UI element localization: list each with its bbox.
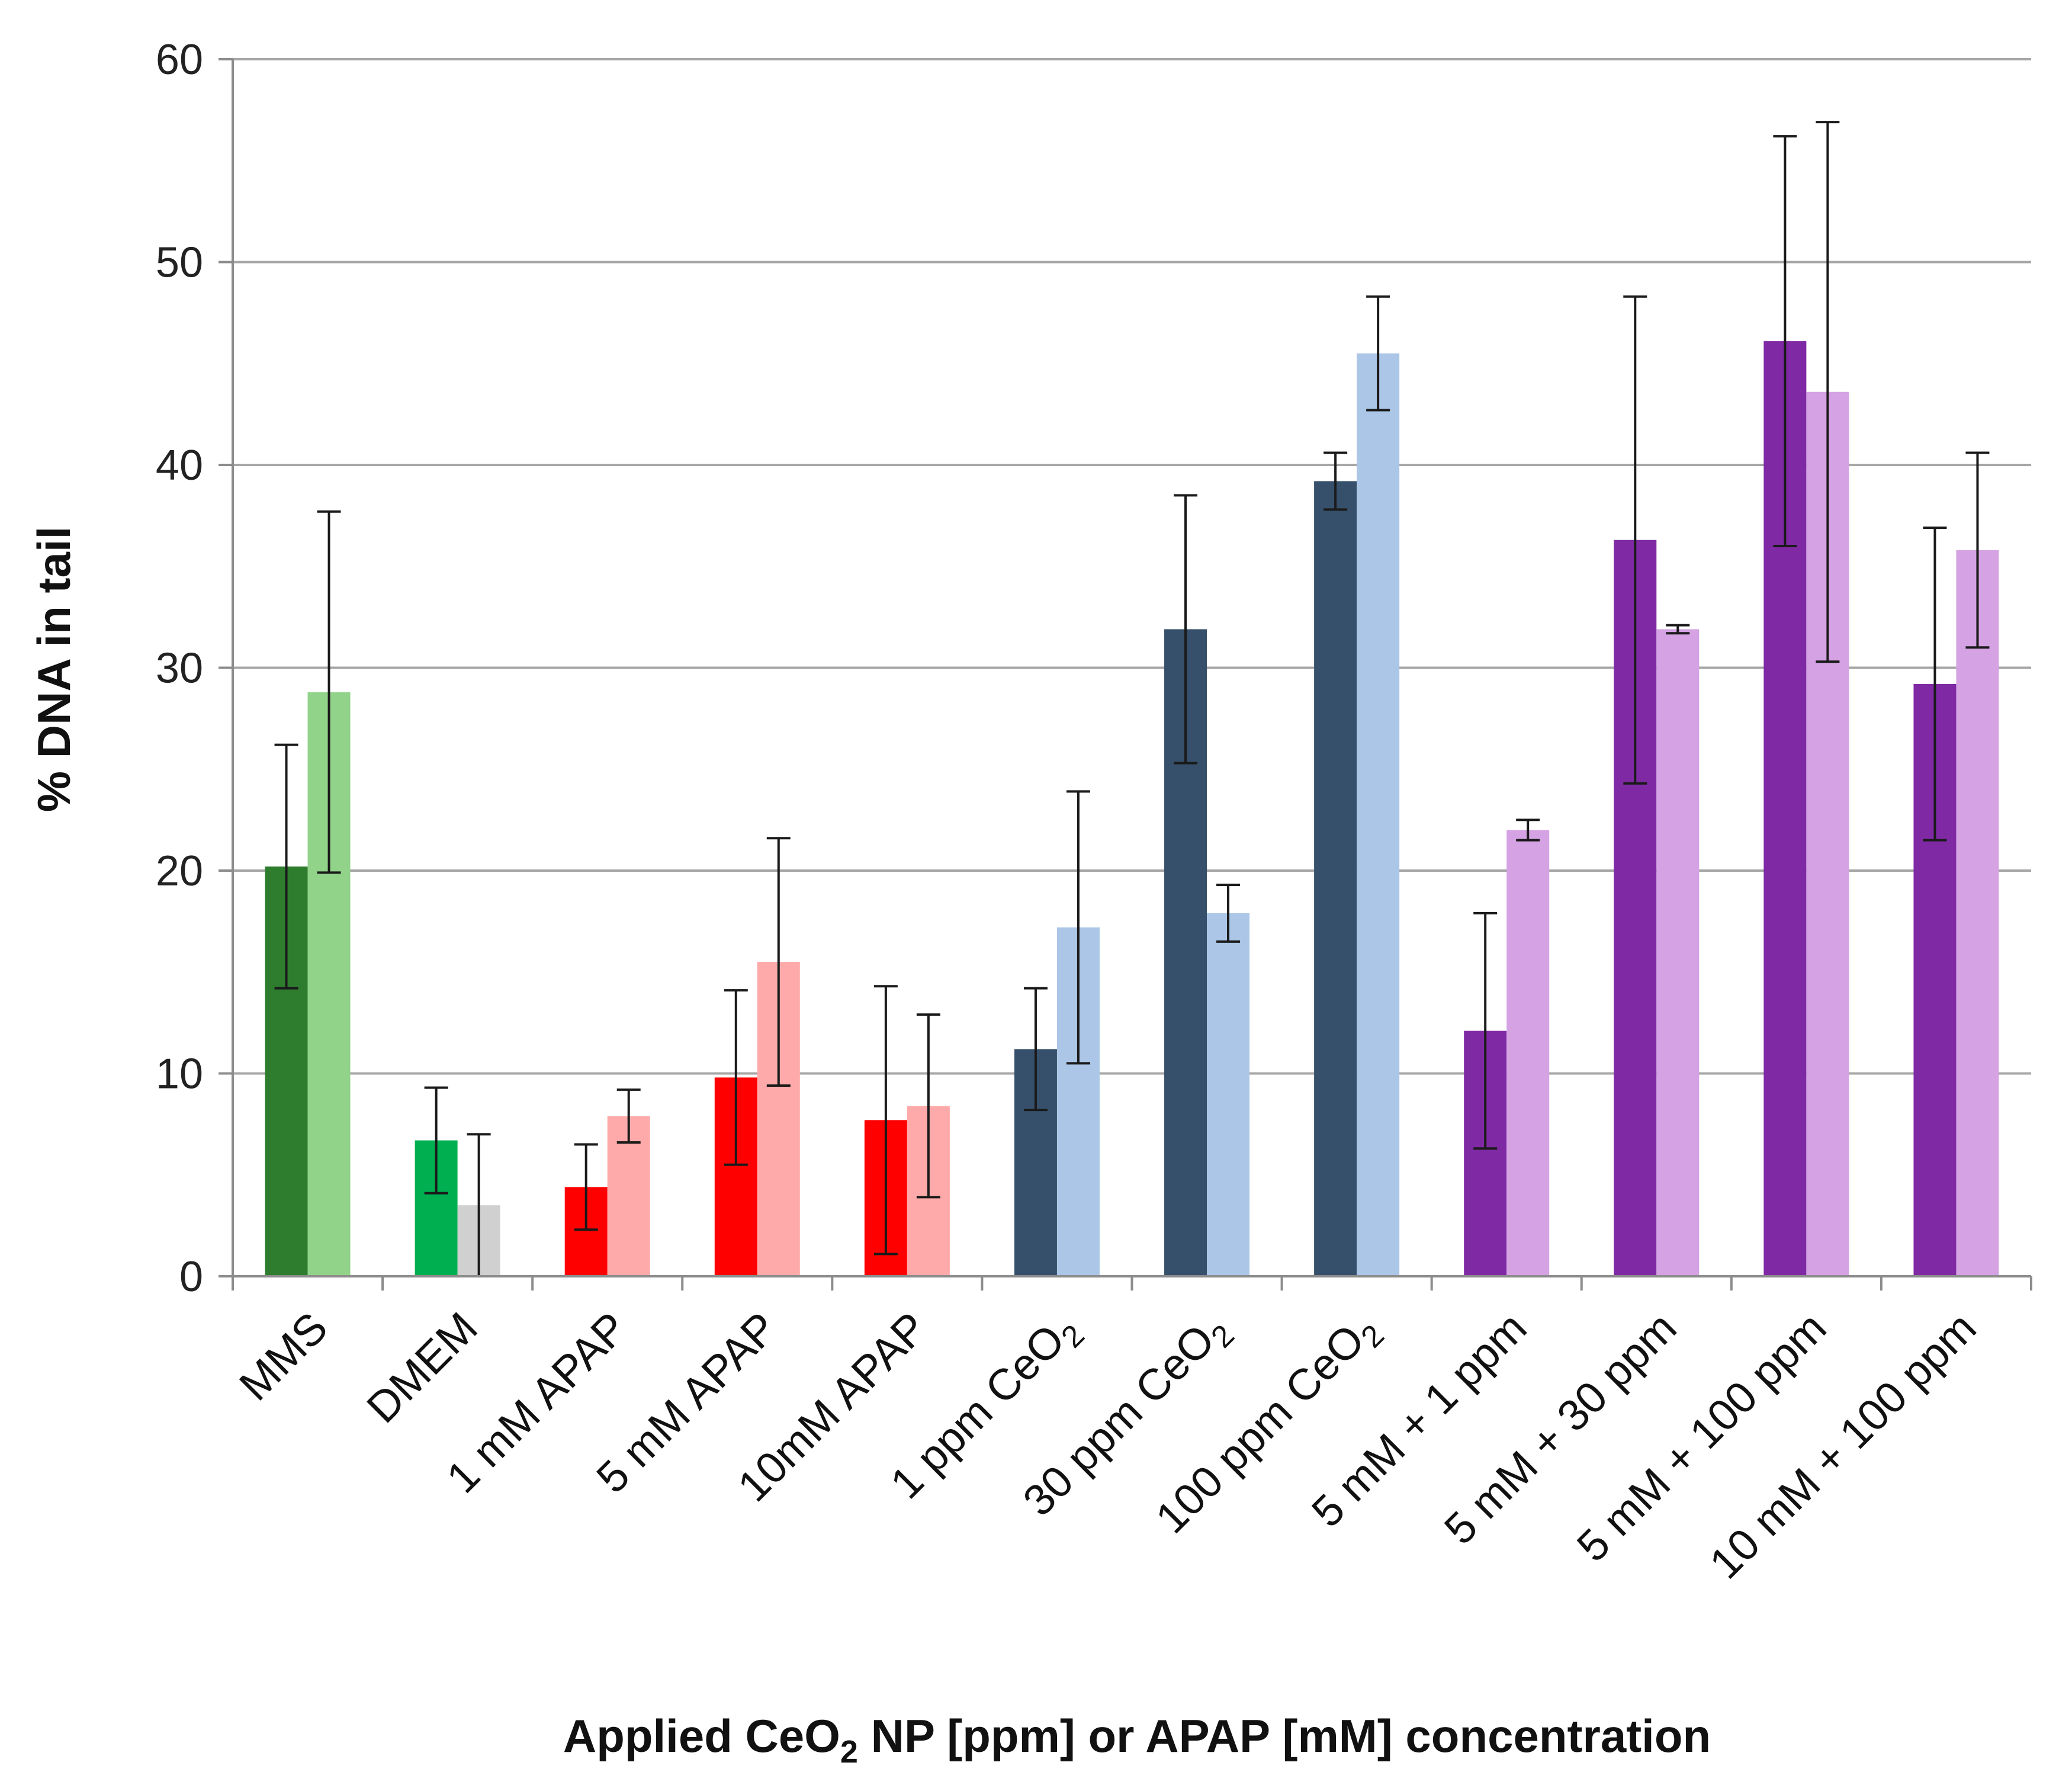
- x-axis-title-subscript: 2: [840, 1734, 858, 1770]
- error-bar-series2-cat4: [766, 837, 791, 1087]
- error-bar-series1-cat12: [1923, 527, 1947, 842]
- error-bar-series1-cat4: [724, 989, 748, 1166]
- error-bar-series2-cat5: [916, 1013, 940, 1199]
- error-bar-series2-cat10: [1666, 624, 1690, 635]
- bar-series2-cat10: [1656, 629, 1700, 1276]
- y-tick-label-20: 20: [156, 848, 203, 895]
- bar-series2-cat8: [1357, 353, 1400, 1276]
- y-tick-label-60: 60: [156, 36, 203, 84]
- category-label-11: 5 mM + 100 ppm: [1567, 1303, 1836, 1571]
- error-bar-series1-cat10: [1623, 295, 1647, 785]
- axes: [219, 58, 2032, 1291]
- y-tick-label-10: 10: [156, 1051, 203, 1098]
- error-bar-series1-cat5: [873, 985, 898, 1256]
- gridlines: [233, 58, 2031, 1075]
- bars: [265, 341, 1999, 1277]
- error-bar-series2-cat7: [1216, 883, 1241, 943]
- error-bar-series2-cat6: [1066, 790, 1090, 1065]
- error-bar-series2-cat12: [1965, 451, 1990, 649]
- error-bar-series2-cat3: [616, 1088, 641, 1144]
- bar-series1-cat8: [1314, 481, 1357, 1276]
- y-tick-label-30: 30: [156, 645, 203, 692]
- error-bar-series1-cat8: [1323, 451, 1348, 511]
- error-bars: [274, 121, 1990, 1277]
- error-bar-series2-cat9: [1516, 818, 1540, 842]
- error-bar-series2-cat8: [1366, 295, 1390, 412]
- error-bar-series2-cat1: [317, 510, 341, 874]
- y-tick-label-50: 50: [156, 239, 203, 287]
- error-bar-series2-cat11: [1816, 121, 1840, 663]
- category-label-2: DMEM: [357, 1303, 487, 1433]
- error-bar-series1-cat3: [574, 1143, 598, 1231]
- error-bar-series1-cat11: [1773, 135, 1797, 547]
- error-bar-series1-cat6: [1023, 987, 1048, 1112]
- error-bar-series1-cat9: [1473, 911, 1498, 1150]
- error-bar-series1-cat1: [274, 743, 298, 990]
- error-bar-series1-cat2: [424, 1086, 448, 1195]
- x-axis-title-prefix: Applied CeO: [563, 1710, 840, 1762]
- y-axis-title: % DNA in tail: [28, 527, 80, 812]
- category-label-1: MMS: [230, 1303, 337, 1410]
- bar-series2-cat9: [1506, 830, 1550, 1276]
- category-label-12: 10 mM + 100 ppm: [1700, 1303, 1986, 1588]
- x-axis-title: Applied CeO2 NP [ppm] or APAP [mM] conce…: [563, 1710, 1711, 1770]
- y-tick-label-40: 40: [156, 442, 203, 489]
- error-bar-series1-cat7: [1174, 494, 1198, 765]
- bar-series2-cat7: [1207, 913, 1250, 1276]
- y-tick-label-0: 0: [179, 1253, 203, 1301]
- x-axis-title-suffix: NP [ppm] or APAP [mM] concentration: [858, 1710, 1711, 1762]
- bar-series2-cat12: [1956, 550, 1999, 1276]
